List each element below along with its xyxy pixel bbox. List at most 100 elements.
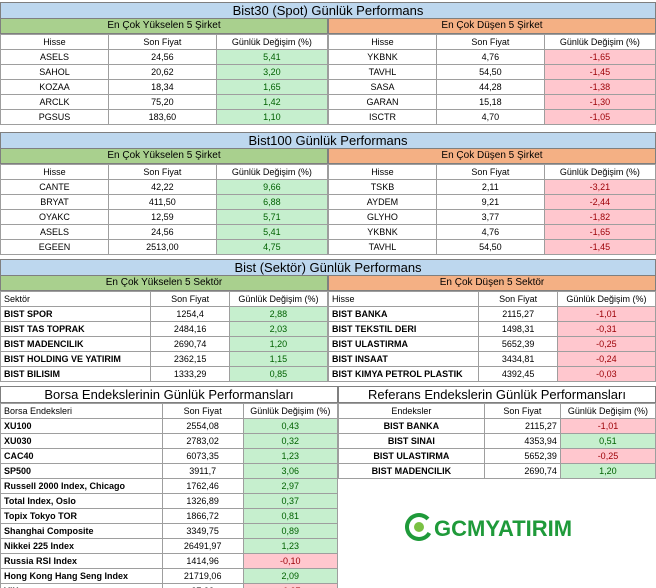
table-row: BIST BANKA 2115,27 -1,01: [338, 418, 656, 434]
bist100-gainers-panel: En Çok Yükselen 5 Şirket Hisse Son Fiyat G…: [0, 149, 329, 255]
bist100-losers-panel: En Çok Düşen 5 Şirket Hisse Son Fiyat Günl…: [328, 149, 656, 255]
table-row: Total Index, Oslo 1326,89 0,37: [0, 493, 339, 509]
row-label: SASA: [328, 79, 437, 95]
daily-change: -0,31: [556, 321, 656, 337]
column-header: Günlük Değişim (%): [215, 34, 329, 50]
daily-change: 4,75: [215, 239, 329, 255]
bist30-losers-table-header-row: Hisse Son Fiyat Günlük Değişim (%): [328, 34, 656, 50]
daily-change: -1,45: [543, 239, 656, 255]
last-price: 15,18: [435, 94, 545, 110]
row-label: BIST MADENCILIK: [338, 463, 485, 479]
table-row: ASELS 24,56 5,41: [0, 224, 329, 240]
row-label: BIST BANKA: [327, 306, 480, 322]
daily-change: 0,43: [242, 418, 339, 434]
row-label: BIST SPOR: [0, 306, 152, 322]
row-label: BIST INSAAT: [327, 351, 480, 367]
daily-change: -0,03: [556, 366, 656, 382]
row-label: CANTE: [0, 179, 109, 195]
table-row: BIST KIMYA PETROL PLASTIK 4392,45 -0,03: [327, 366, 656, 382]
sector-gainers-title: En Çok Yükselen 5 Sektör: [0, 276, 328, 291]
column-header: Son Fiyat: [107, 164, 217, 180]
column-header: Hisse: [328, 164, 437, 180]
last-price: 12,59: [107, 209, 217, 225]
column-header: Son Fiyat: [161, 403, 244, 419]
last-price: 54,50: [435, 64, 545, 80]
table-row: AYDEM 9,21 -2,44: [328, 194, 656, 210]
last-price: 2115,27: [478, 306, 558, 322]
referans-table: Endeksler Son Fiyat Günlük Değişim (%) BIST…: [338, 403, 656, 479]
daily-change: 1,20: [228, 336, 329, 352]
sector-gainers-panel: En Çok Yükselen 5 Sektör Sektör Son Fiyat…: [0, 276, 329, 382]
row-label: Nikkei 225 Index: [0, 538, 163, 554]
row-label: ASELS: [0, 224, 109, 240]
row-label: BIST BANKA: [338, 418, 485, 434]
logo-text-gcm: GCM: [434, 516, 486, 541]
row-label: YKBNK: [328, 49, 437, 65]
table-row: BIST TAS TOPRAK 2484,16 2,03: [0, 321, 329, 337]
bist100-gainers-title: En Çok Yükselen 5 Şirket: [0, 149, 328, 164]
last-price: 4353,94: [483, 433, 561, 449]
row-label: XU030: [0, 433, 163, 449]
table-row: BIST ULASTIRMA 5652,39 -0,25: [338, 448, 656, 464]
last-price: 3911,7: [161, 463, 244, 479]
table-row: SASA 44,28 -1,38: [328, 79, 656, 95]
daily-change: -2,44: [543, 194, 656, 210]
daily-change: -1,65: [543, 224, 656, 240]
last-price: 75,20: [107, 94, 217, 110]
daily-change: 0,81: [242, 508, 339, 524]
column-header: Günlük Değişim (%): [556, 291, 656, 307]
column-header: Son Fiyat: [435, 164, 545, 180]
daily-change: 2,88: [228, 306, 329, 322]
row-label: AYDEM: [328, 194, 437, 210]
bist30-gainers-table: Hisse Son Fiyat Günlük Değişim (%) ASELS 24,…: [0, 34, 329, 125]
last-price: 44,28: [435, 79, 545, 95]
column-header: Günlük Değişim (%): [543, 164, 656, 180]
last-price: 42,22: [107, 179, 217, 195]
table-row: CAC40 6073,35 1,23: [0, 448, 339, 464]
daily-change: 5,41: [215, 224, 329, 240]
daily-change: -1,45: [543, 64, 656, 80]
daily-change: -1,38: [543, 79, 656, 95]
daily-change: -1,82: [543, 209, 656, 225]
table-row: ASELS 24,56 5,41: [0, 49, 329, 65]
table-row: ISCTR 4,70 -1,05: [328, 109, 656, 125]
daily-change: 0,32: [242, 433, 339, 449]
row-label: BIST TEKSTIL DERI: [327, 321, 480, 337]
column-header: Son Fiyat: [435, 34, 545, 50]
daily-change: 5,71: [215, 209, 329, 225]
daily-change: 1,42: [215, 94, 329, 110]
daily-change: -1,65: [543, 49, 656, 65]
last-price: 26491,97: [161, 538, 244, 554]
borsa-table: Borsa Endeksleri Son Fiyat Günlük Değişim …: [0, 403, 339, 588]
bist100-losers-table-header-row: Hisse Son Fiyat Günlük Değişim (%): [328, 164, 656, 180]
column-header: Günlük Değişim (%): [559, 403, 656, 419]
sector-losers-panel: En Çok Düşen 5 Sektör Hisse Son Fiyat Günl…: [327, 276, 656, 382]
last-price: 2690,74: [150, 336, 230, 352]
daily-change: -1,30: [543, 94, 656, 110]
table-row: BIST ULASTIRMA 5652,39 -0,25: [327, 336, 656, 352]
gcm-logo-mark-icon: [405, 513, 433, 541]
table-row: BIST SINAI 4353,94 0,51: [338, 433, 656, 449]
table-row: Hong Kong Hang Seng Index 21719,06 2,09: [0, 568, 339, 584]
daily-change: 6,88: [215, 194, 329, 210]
column-header: Son Fiyat: [483, 403, 561, 419]
table-row: CANTE 42,22 9,66: [0, 179, 329, 195]
column-header: Borsa Endeksleri: [0, 403, 163, 419]
last-price: 5652,39: [478, 336, 558, 352]
daily-change: 3,20: [215, 64, 329, 80]
row-label: CAC40: [0, 448, 163, 464]
table-row: Nikkei 225 Index 26491,97 1,23: [0, 538, 339, 554]
row-label: OYAKC: [0, 209, 109, 225]
daily-change: -1,01: [559, 418, 656, 434]
borsa-table-header-row: Borsa Endeksleri Son Fiyat Günlük Değişim …: [0, 403, 339, 419]
daily-change: 0,51: [559, 433, 656, 449]
row-label: GLYHO: [328, 209, 437, 225]
gcm-logo: GCMYATIRIM: [404, 506, 574, 546]
daily-change: 1,23: [242, 448, 339, 464]
bist30-losers-table: Hisse Son Fiyat Günlük Değişim (%) YKBNK 4,7…: [328, 34, 656, 125]
last-price: 3434,81: [478, 351, 558, 367]
last-price: 4392,45: [478, 366, 558, 382]
last-price: 2,11: [435, 179, 545, 195]
column-header: Günlük Değişim (%): [242, 403, 339, 419]
column-header: Günlük Değişim (%): [543, 34, 656, 50]
